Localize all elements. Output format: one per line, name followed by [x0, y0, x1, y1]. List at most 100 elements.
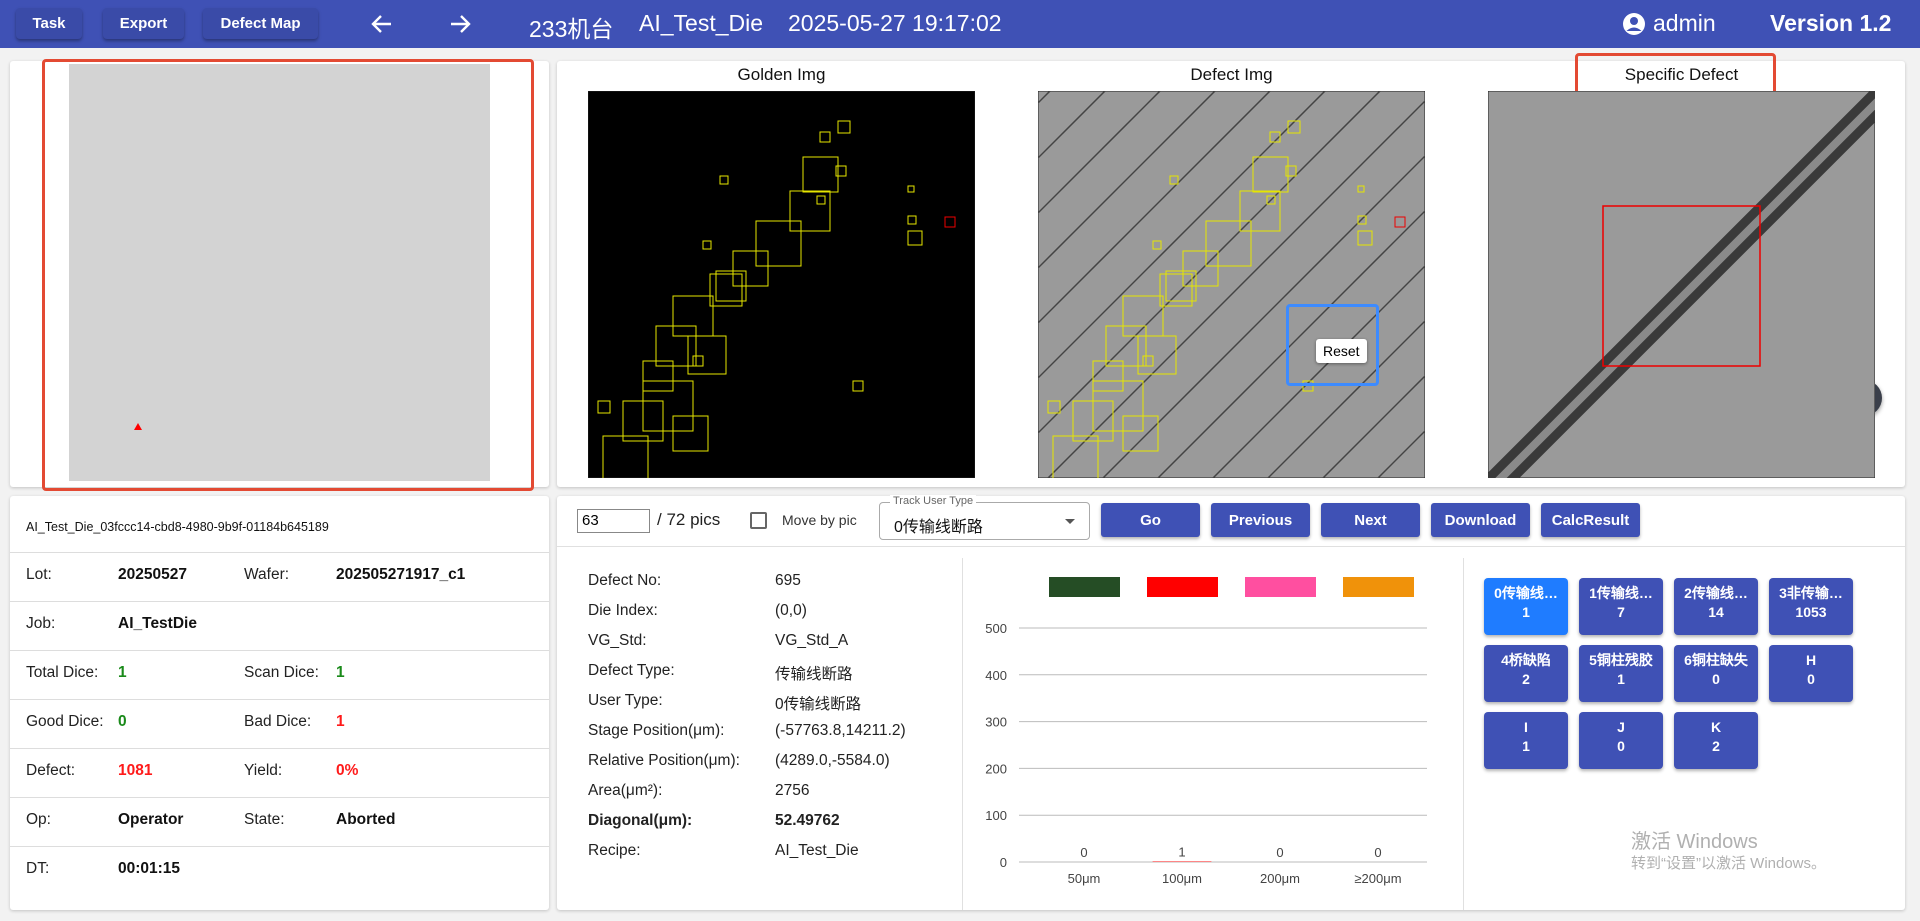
- inspection-image[interactable]: [1038, 91, 1425, 478]
- divider: [10, 650, 549, 651]
- header-button[interactable]: Defect Map: [203, 8, 318, 39]
- zoom-box[interactable]: [1286, 304, 1379, 386]
- action-button[interactable]: Download: [1431, 503, 1530, 537]
- defect-box: [1394, 216, 1406, 228]
- detail-value: 52.49762: [775, 812, 840, 829]
- defect-box: [944, 216, 956, 228]
- y-tick-label: 100: [985, 808, 1007, 823]
- reset-tooltip[interactable]: Reset: [1316, 339, 1367, 363]
- defect-box: [719, 175, 729, 185]
- info-label: Bad Dice:: [244, 713, 312, 730]
- defect-box: [692, 355, 704, 367]
- nav-arrows: [371, 15, 471, 33]
- page-total: / 72 pics: [657, 510, 721, 529]
- type-count: 1053: [1795, 604, 1827, 620]
- type-count: 0: [1807, 671, 1815, 687]
- inspection-image: [588, 91, 975, 478]
- track-select[interactable]: [879, 502, 1090, 540]
- type-button[interactable]: 1传输线… 7: [1579, 578, 1663, 635]
- detail-value: 0传输线断路: [775, 696, 862, 713]
- x-tick-label: 100μm: [1162, 871, 1202, 886]
- type-button[interactable]: 5铜柱残胶 1: [1579, 645, 1663, 702]
- type-label: 0传输线…: [1494, 585, 1558, 601]
- type-count: 14: [1708, 604, 1724, 620]
- info-value: 1: [336, 664, 345, 681]
- defect-box: [687, 335, 727, 375]
- x-tick-label: 50μm: [1068, 871, 1101, 886]
- trace-line: [1102, 154, 1425, 478]
- action-button[interactable]: Previous: [1211, 503, 1310, 537]
- type-button[interactable]: 3非传输… 1053: [1769, 578, 1853, 635]
- trace-line: [1038, 91, 1106, 160]
- legend-swatch: [1049, 577, 1120, 597]
- defect-box: [802, 156, 839, 193]
- defect-box: [907, 230, 923, 246]
- defect-box: [1269, 131, 1281, 143]
- detail-value: 传输线断路: [775, 666, 853, 683]
- defect-box: [709, 273, 743, 307]
- user-name[interactable]: admin: [1653, 10, 1716, 36]
- defect-box: [622, 400, 664, 442]
- top-bar: [0, 0, 1920, 48]
- type-button[interactable]: 0传输线… 1: [1484, 578, 1568, 635]
- die-id: AI_Test_Die_03fccc14-cbd8-4980-9b9f-0118…: [26, 520, 329, 534]
- user-icon: [1623, 13, 1645, 35]
- defect-box: [1252, 156, 1289, 193]
- type-label: H: [1805, 652, 1817, 668]
- header-button[interactable]: Export: [103, 8, 184, 39]
- back-arrow[interactable]: [371, 15, 391, 33]
- detail-label: User Type:: [588, 692, 663, 709]
- detail-label: Defect Type:: [588, 662, 675, 679]
- page-input[interactable]: 63: [577, 509, 650, 533]
- info-label: Scan Dice:: [244, 664, 319, 681]
- defect-box: [837, 120, 851, 134]
- wafer-map: [69, 64, 490, 481]
- defect-box: [907, 185, 915, 193]
- defect-box: [1285, 165, 1297, 177]
- detail-label: Defect No:: [588, 572, 662, 589]
- highlight-box: [42, 59, 534, 491]
- divider: [10, 846, 549, 847]
- timestamp: 2025-05-27 19:17:02: [788, 10, 1002, 36]
- info-label: Defect:: [26, 762, 76, 779]
- detail-label: Relative Position(μm):: [588, 752, 740, 769]
- legend-swatch: [1147, 577, 1218, 597]
- action-button[interactable]: Next: [1321, 503, 1420, 537]
- type-button[interactable]: 6铜柱缺失 0: [1674, 645, 1758, 702]
- info-label: Good Dice:: [26, 713, 104, 730]
- info-value: 1: [336, 713, 345, 730]
- defect-box: [732, 250, 769, 287]
- y-tick-label: 500: [985, 621, 1007, 636]
- x-tick-label: 200μm: [1260, 871, 1300, 886]
- defect-box: [835, 165, 847, 177]
- defect-box: [642, 380, 694, 432]
- detail-value: (-57763.8,14211.2): [775, 722, 906, 739]
- info-value: 00:01:15: [118, 860, 181, 877]
- move-checkbox[interactable]: [750, 512, 767, 529]
- defect-box: [1287, 120, 1301, 134]
- detail-value: VG_Std_A: [775, 632, 849, 649]
- trace-line: [1038, 91, 1216, 270]
- type-count: 2: [1712, 738, 1720, 754]
- type-button[interactable]: 2传输线… 14: [1674, 578, 1758, 635]
- detail-label: Diagonal(μm):: [588, 812, 693, 829]
- image-title: Specific Defect: [1624, 65, 1739, 84]
- action-button[interactable]: CalcResult: [1541, 503, 1640, 537]
- defect-box: [819, 131, 831, 143]
- action-button[interactable]: Go: [1101, 503, 1200, 537]
- header-button[interactable]: Task: [16, 8, 82, 39]
- defect-box: [1152, 240, 1162, 250]
- info-value: Aborted: [336, 811, 396, 828]
- divider: [962, 558, 963, 910]
- type-label: 2传输线…: [1684, 585, 1748, 601]
- type-button[interactable]: 4桥缺陷 2: [1484, 645, 1568, 702]
- info-label: Lot:: [26, 566, 52, 583]
- defect-box: [1266, 195, 1276, 205]
- forward-arrow[interactable]: [451, 15, 471, 33]
- watermark: 转到“设置”以激活 Windows。: [1631, 855, 1827, 872]
